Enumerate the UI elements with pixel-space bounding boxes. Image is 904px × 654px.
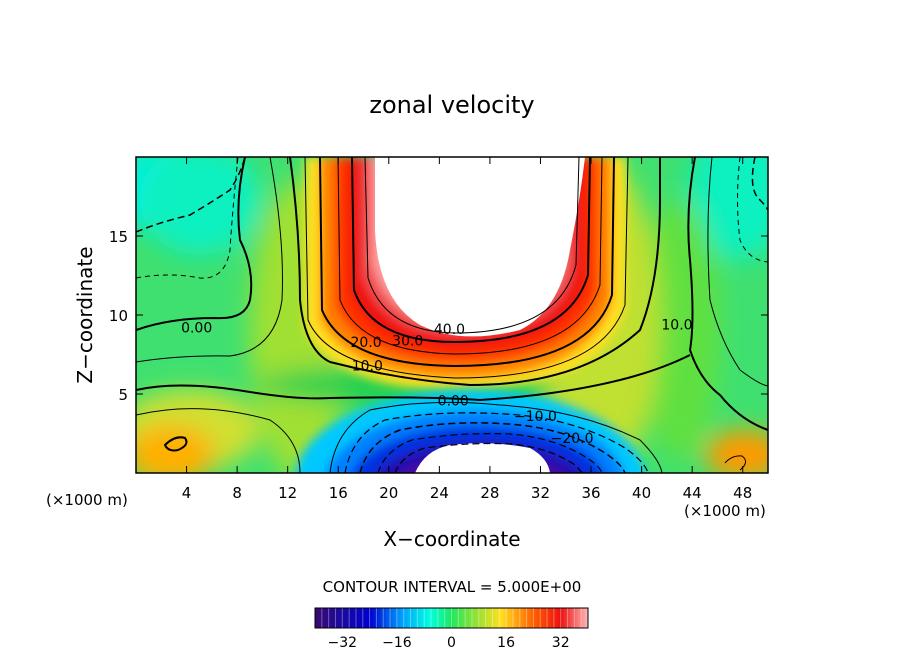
y-tick-label: 5 <box>118 386 128 404</box>
y-tick-label: 10 <box>109 307 128 325</box>
colorbar-tick-label: 16 <box>497 635 515 651</box>
x-tick-label: 24 <box>430 484 449 502</box>
x-axis: 4 8 12 16 20 24 28 32 36 40 44 48 <box>182 157 752 502</box>
x-axis-unit-left: (×1000 m) <box>46 491 128 509</box>
contour-label: −20.0 <box>551 431 594 447</box>
chart-title: zonal velocity <box>369 91 534 119</box>
contour-label: 30.0 <box>392 333 423 349</box>
x-axis-label: X−coordinate <box>383 527 520 551</box>
contour-labels: 0.00 20.0 30.0 40.0 10.0 10.0 0.00 −10.0 −20.0 <box>181 317 692 447</box>
contour-label: 40.0 <box>434 322 465 338</box>
y-axis-label: Z−coordinate <box>73 246 97 383</box>
contour-label: 20.0 <box>350 335 381 351</box>
x-axis-unit-right: (×1000 m) <box>684 502 766 520</box>
colorbar-ticks: −32 −16 0 16 32 <box>328 635 570 651</box>
velocity-field <box>136 157 768 473</box>
x-tick-label: 8 <box>232 484 242 502</box>
x-tick-label: 16 <box>329 484 348 502</box>
x-tick-label: 44 <box>683 484 702 502</box>
contour-label: 10.0 <box>352 359 383 375</box>
colorbar-tick-label: −32 <box>328 635 358 651</box>
contour-interval-text: CONTOUR INTERVAL = 5.000E+00 <box>323 578 582 596</box>
x-tick-label: 48 <box>733 484 752 502</box>
x-tick-label: 36 <box>581 484 600 502</box>
colorbar-tick-label: 32 <box>552 635 570 651</box>
x-tick-label: 32 <box>531 484 550 502</box>
x-tick-label: 12 <box>278 484 297 502</box>
y-axis: 5 10 15 <box>109 228 768 404</box>
x-tick-label: 40 <box>632 484 651 502</box>
colorbar-frame <box>314 607 589 629</box>
colorbar-tick-label: 0 <box>447 635 456 651</box>
contour-label: 0.00 <box>181 321 212 337</box>
contour-label: −10.0 <box>514 409 557 425</box>
colorbar-tick-label: −16 <box>382 635 412 651</box>
x-tick-label: 20 <box>379 484 398 502</box>
contour-label: 0.00 <box>438 393 469 409</box>
x-tick-label: 28 <box>480 484 499 502</box>
colorbar-gradient <box>315 608 588 628</box>
colorbar: −32 −16 0 16 32 <box>314 607 589 651</box>
colorbar-stripes <box>314 608 589 628</box>
contour-label: 10.0 <box>661 317 692 333</box>
x-tick-label: 4 <box>182 484 192 502</box>
y-tick-label: 15 <box>109 228 128 246</box>
